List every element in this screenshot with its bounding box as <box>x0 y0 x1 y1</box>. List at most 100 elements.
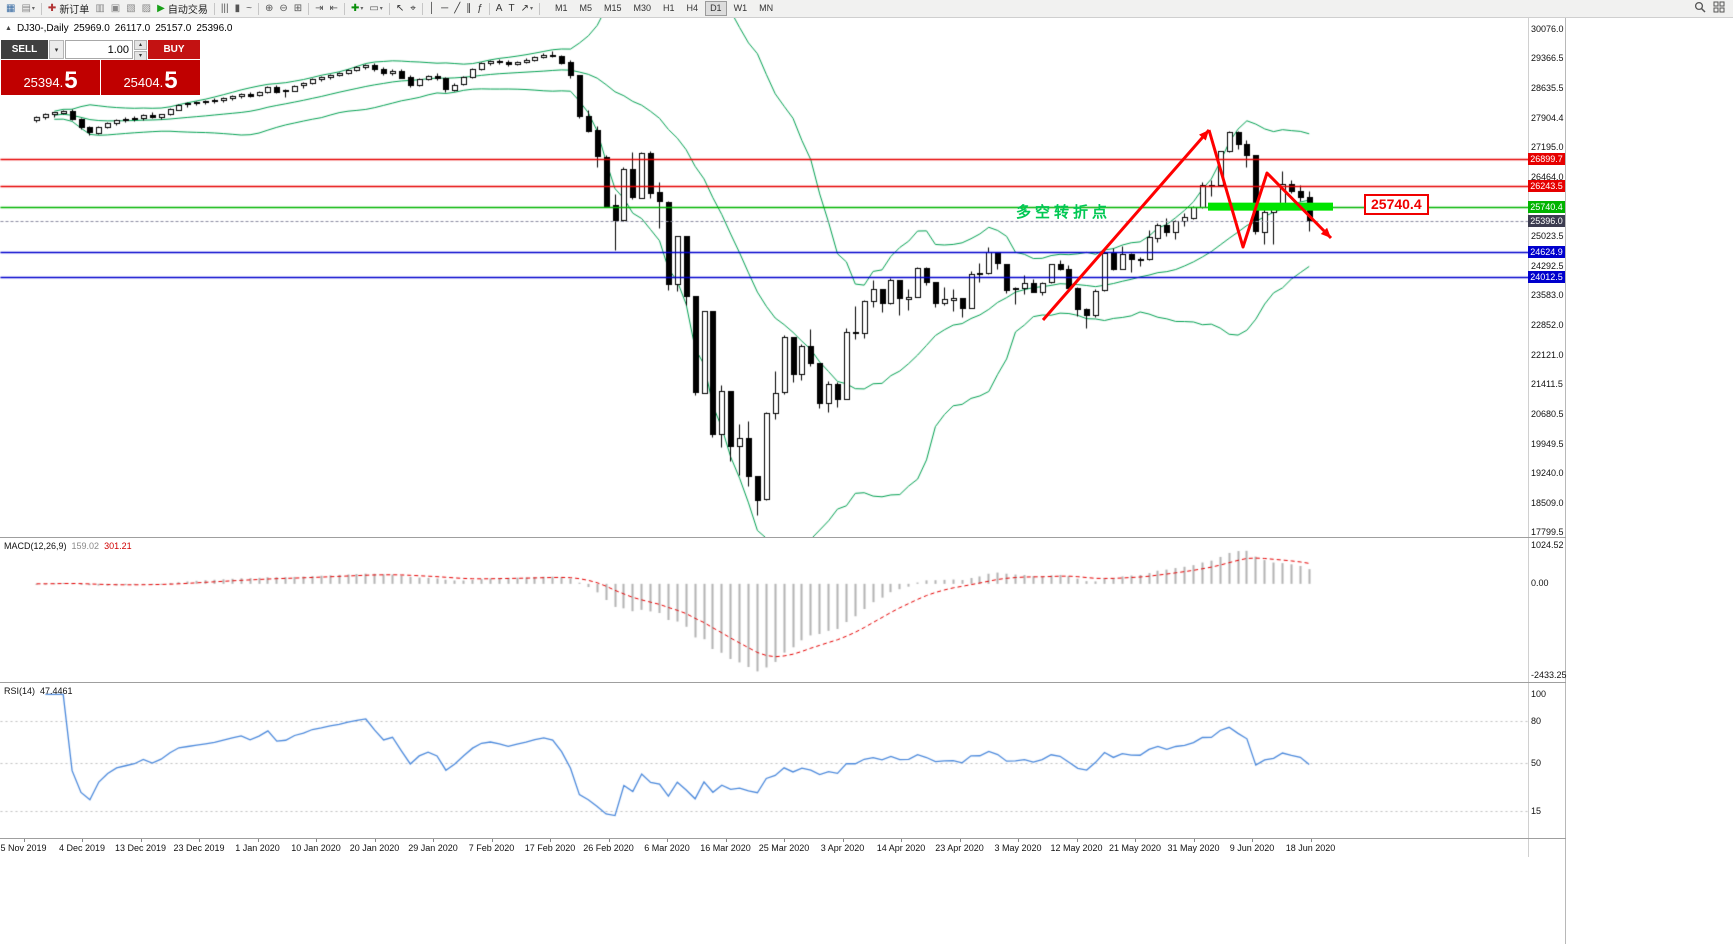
terminal-icon[interactable]: ▨ <box>140 1 153 16</box>
new-chart-icon[interactable]: ▦ <box>4 1 17 16</box>
price-callout-box[interactable]: 25740.4 <box>1364 194 1429 215</box>
time-axis-divider <box>0 838 1566 839</box>
chart-symbol-row: ▲ DJ30-,Daily 25969.0 26117.0 25157.0 25… <box>5 23 233 34</box>
one-click-collapse-icon[interactable]: ▲ <box>5 25 12 32</box>
navigator-icon[interactable]: ▧ <box>124 1 137 16</box>
time-axis-tick <box>843 839 844 842</box>
auto-scroll-icon[interactable]: ⇥ <box>313 1 325 16</box>
time-axis-tick <box>316 839 317 842</box>
time-axis-label: 9 Jun 2020 <box>1229 843 1275 853</box>
time-axis-tick <box>901 839 902 842</box>
price-axis-label: 26464.0 <box>1531 172 1564 182</box>
time-axis-label: 23 Dec 2019 <box>173 843 225 853</box>
market-watch-icon[interactable]: ▥ <box>93 1 106 16</box>
macd-axis[interactable]: 1024.52 0.00 -2433.25 <box>1528 538 1567 682</box>
new-order-button[interactable]: ✚ 新订单 <box>46 1 91 16</box>
time-axis[interactable]: 5 Nov 2019 4 Dec 2019 13 Dec 2019 23 Dec 20… <box>0 839 1566 857</box>
toolbar-separator <box>388 2 390 15</box>
timeframe-m15[interactable]: M15 <box>604 3 622 13</box>
chart-profiles-icon[interactable]: ▤ ▾ <box>19 1 36 16</box>
toolbar: ▦ ▤ ▾ ✚ 新订单 ▥ ▣ ▧ ▨ ▶ 自动交易 ||| ▮ ~ ⊕ ⊖ ⊞ ⇥ ⇤ ✚ ▾ ▭ ▾ ↖ ⌖ │ ─ ╱ ∥ ƒ A T ↗… <box>0 0 1733 18</box>
fibonacci-icon[interactable]: ƒ <box>475 1 485 16</box>
horizontal-line-icon[interactable]: ─ <box>439 1 450 16</box>
macd-pane-divider[interactable] <box>0 537 1566 538</box>
zoom-in-icon[interactable]: ⊕ <box>263 1 275 16</box>
arrange-windows-icon[interactable] <box>1713 0 1725 18</box>
cursor-icon[interactable]: ↖ <box>394 1 406 16</box>
data-window-icon[interactable]: ▣ <box>109 1 122 16</box>
timeframe-m30[interactable]: M30 <box>633 3 652 13</box>
ohlc-close: 25396.0 <box>196 23 233 34</box>
candles-chart-icon[interactable]: ▮ <box>233 1 243 16</box>
price-axis-label: 19949.5 <box>1531 439 1564 449</box>
timeframe-h1[interactable]: H1 <box>663 3 675 13</box>
line-chart-icon[interactable]: ~ <box>244 1 254 16</box>
chart-shift-icon: ⇤ <box>329 3 338 14</box>
pivot-annotation-text[interactable]: 多空转折点 <box>1016 204 1112 221</box>
zoom-out-icon[interactable]: ⊖ <box>277 1 289 16</box>
price-axis-label: 18509.0 <box>1531 498 1564 508</box>
price-chart-canvas[interactable] <box>0 18 1528 537</box>
support-highlight-band[interactable] <box>1208 202 1333 211</box>
hline-price-tag: 24012.5 <box>1528 271 1565 283</box>
timeframe-m5[interactable]: M5 <box>579 3 592 13</box>
candles-chart-icon: ▮ <box>234 3 241 14</box>
sell-price: 25394. <box>23 75 64 90</box>
price-axis-label: 21411.5 <box>1531 379 1563 389</box>
time-axis-label: 7 Feb 2020 <box>468 843 515 853</box>
navigator-icon: ▧ <box>126 3 136 14</box>
price-axis[interactable]: 30076.0 29366.5 28635.5 27904.4 27195.0 26464… <box>1528 18 1566 537</box>
rsi-canvas[interactable] <box>0 683 1528 838</box>
tile-windows-icon: ⊞ <box>293 3 303 14</box>
sell-price-big-digit: 5 <box>64 67 78 94</box>
hline-price-tag: 26899.7 <box>1528 153 1565 165</box>
timeframe-h4[interactable]: H4 <box>686 3 699 13</box>
timeframe-mn[interactable]: MN <box>759 3 774 13</box>
label-icon[interactable]: T <box>506 1 516 16</box>
search-icon[interactable] <box>1694 0 1706 18</box>
timeframe-d1[interactable]: D1 <box>705 1 727 16</box>
chart-shift-icon[interactable]: ⇤ <box>328 1 340 16</box>
channel-icon[interactable]: ∥ <box>464 1 473 16</box>
price-axis-label: 23583.0 <box>1531 290 1564 300</box>
macd-axis-label: 1024.52 <box>1531 540 1564 550</box>
volume-input[interactable] <box>66 41 132 58</box>
autotrading-button[interactable]: ▶ 自动交易 <box>155 1 210 16</box>
macd-axis-label: -2433.25 <box>1531 670 1567 680</box>
arrows-icon[interactable]: ↗ ▾ <box>519 1 535 16</box>
trend-arrow-line[interactable] <box>1041 129 1211 321</box>
time-axis-tick <box>550 839 551 842</box>
timeframe-m1[interactable]: M1 <box>554 3 568 13</box>
sell-button[interactable]: SELL <box>1 40 48 59</box>
vertical-line-icon[interactable]: │ <box>427 1 437 16</box>
order-type-dropdown[interactable]: ▾ <box>49 40 64 59</box>
symbol-period-label: DJ30-,Daily <box>16 23 69 34</box>
ohlc-high: 26117.0 <box>114 23 151 34</box>
bars-chart-icon[interactable]: ||| <box>219 1 231 16</box>
time-axis-label: 16 Mar 2020 <box>700 843 751 853</box>
zoom-out-icon: ⊖ <box>279 3 288 14</box>
indicators-icon[interactable]: ✚ ▾ <box>349 1 365 16</box>
price-axis-label: 30076.0 <box>1531 24 1564 34</box>
sell-price-panel[interactable]: 25394. 5 <box>1 60 100 95</box>
time-axis-label: 3 May 2020 <box>994 843 1042 853</box>
trend-arrow-line[interactable] <box>1207 129 1333 249</box>
volume-increase-button[interactable]: ▴ <box>134 40 147 50</box>
timeframe-w1[interactable]: W1 <box>733 3 748 13</box>
chevron-down-icon: ▾ <box>31 6 35 12</box>
rsi-pane-divider[interactable] <box>0 682 1566 683</box>
trendline-icon[interactable]: ╱ <box>452 1 462 16</box>
tile-windows-icon[interactable]: ⊞ <box>292 1 304 16</box>
buy-button[interactable]: BUY <box>148 40 200 59</box>
rsi-axis[interactable]: 100 80 50 15 <box>1528 683 1566 838</box>
crosshair-icon[interactable]: ⌖ <box>408 1 418 16</box>
templates-icon[interactable]: ▭ ▾ <box>367 1 384 16</box>
text-icon[interactable]: A <box>494 1 505 16</box>
time-axis-label: 4 Dec 2019 <box>58 843 106 853</box>
toolbar-separator <box>257 2 259 15</box>
time-axis-label: 12 May 2020 <box>1050 843 1103 853</box>
buy-price-panel[interactable]: 25404. 5 <box>101 60 200 95</box>
macd-canvas[interactable] <box>0 538 1528 682</box>
channel-icon: ∥ <box>466 3 472 14</box>
new-order-icon: ✚ <box>47 3 57 14</box>
